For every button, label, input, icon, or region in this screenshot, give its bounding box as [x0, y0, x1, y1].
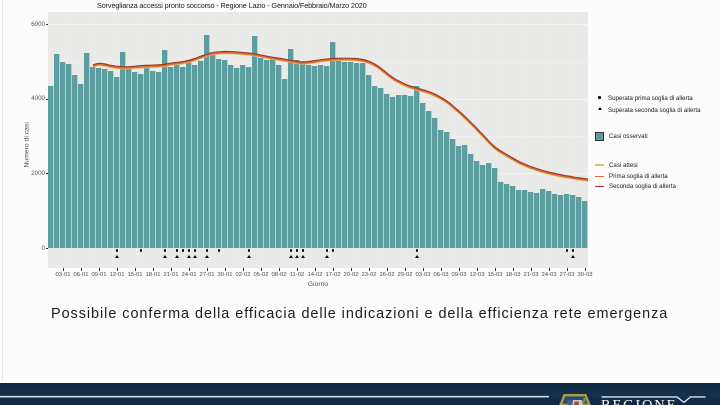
svg-text:REGIONE: REGIONE: [601, 398, 677, 405]
